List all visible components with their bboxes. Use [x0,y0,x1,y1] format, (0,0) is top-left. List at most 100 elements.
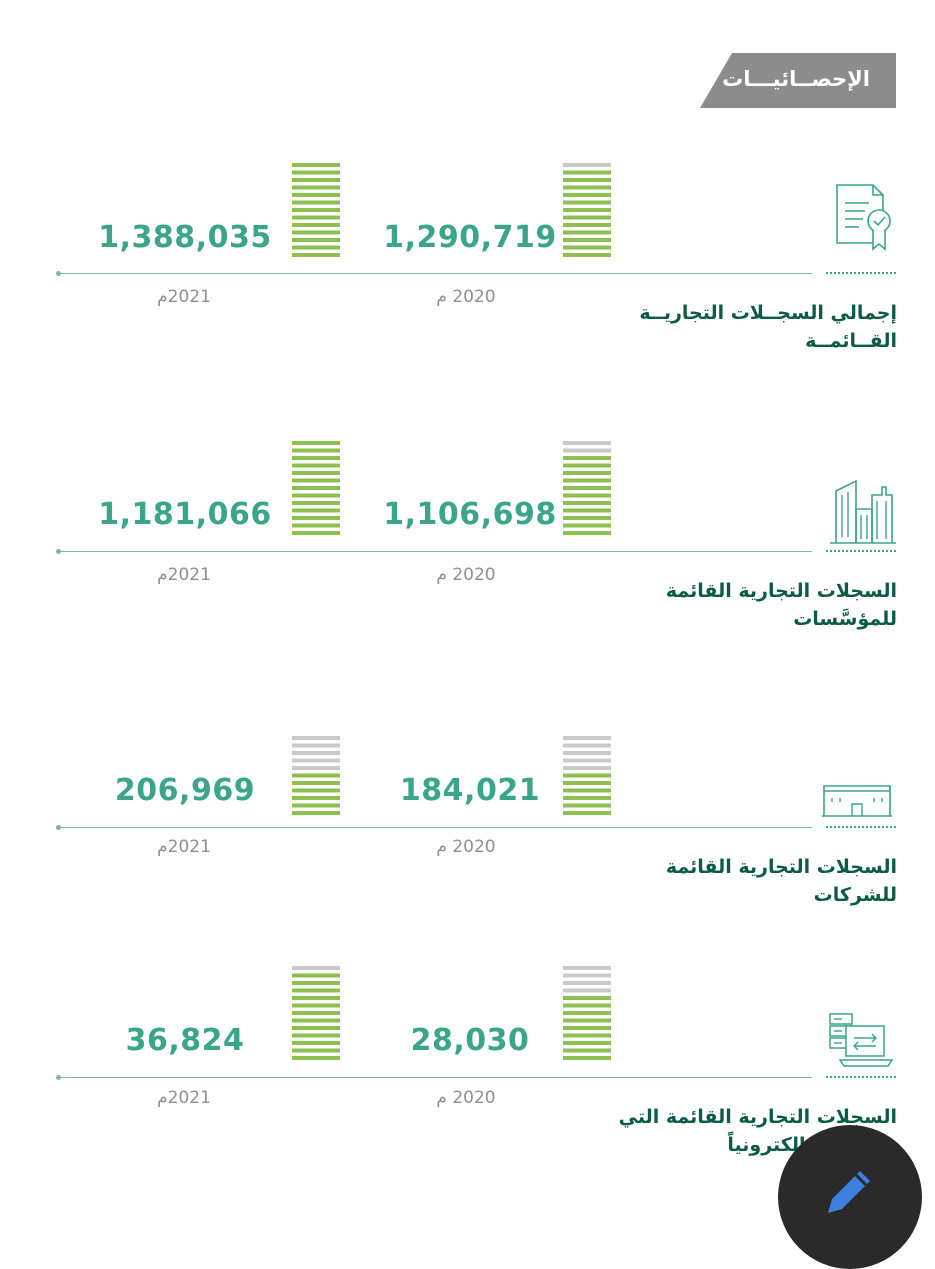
statistics-header-tab: الإحصــائيـــات [700,53,896,108]
bar-2020 [563,736,611,815]
bar-stripe [292,215,340,220]
bar-stripe [563,1003,611,1008]
bar-2021 [292,966,340,1060]
bar-stripe [292,516,340,520]
bar-stripe [292,208,340,212]
bar-stripe [563,456,611,460]
bar-stripe [563,751,611,755]
value-2020: 1,290,719 [383,220,557,255]
value-2021: 36,824 [125,1023,245,1058]
bar-stripe [563,230,611,235]
bar-stripe [563,441,611,445]
bar-stripe [292,803,340,808]
company-building-icon [822,785,892,817]
bar-2021 [292,441,340,535]
bar-stripe [292,1003,340,1008]
bar-stripe [292,441,340,445]
bar-stripe [563,811,611,815]
bar-stripe [563,966,611,970]
value-2020: 28,030 [410,1023,530,1058]
buildings-icon [830,479,896,544]
bar-stripe [292,508,340,513]
bar-stripe [292,811,340,815]
bar-stripe [292,200,340,205]
bar-stripe [563,523,611,528]
dotted-divider [826,826,896,828]
bar-stripe [563,501,611,505]
bar-stripe [292,523,340,528]
bar-2021 [292,736,340,815]
bar-stripe [563,973,611,978]
axis-line [58,551,812,552]
bar-stripe [563,185,611,190]
bar-stripe [292,531,340,535]
server-laptop-icon [829,1013,894,1067]
bar-stripe [292,163,340,167]
bar-stripe [292,193,340,197]
bar-stripe [292,170,340,175]
bar-stripe [563,253,611,257]
bar-stripe [563,208,611,212]
bar-stripe [292,463,340,468]
bar-stripe [292,981,340,985]
bar-stripe [563,1018,611,1023]
axis-line [58,827,812,828]
bar-stripe [292,1056,340,1060]
bar-stripe [563,215,611,220]
dotted-divider [826,272,896,274]
bar-stripe [563,773,611,778]
bar-stripe [563,981,611,985]
bar-stripe [563,163,611,167]
bar-stripe [563,238,611,242]
bar-stripe [292,781,340,785]
bar-stripe [563,1026,611,1030]
bar-stripe [563,781,611,785]
bar-stripe [292,766,340,770]
value-2021: 1,388,035 [98,220,272,255]
bar-stripe [563,493,611,498]
bar-stripe [563,1048,611,1053]
bar-stripe [292,988,340,993]
bar-stripe [563,531,611,535]
value-2020: 1,106,698 [383,497,557,532]
bar-stripe [563,471,611,475]
bar-stripe [292,1041,340,1045]
bar-stripe [292,486,340,490]
bar-stripe [292,1026,340,1030]
bar-stripe [292,456,340,460]
bar-stripe [563,1033,611,1038]
year-label-2021: 2021م [157,1088,211,1108]
axis-line [58,1077,812,1078]
edit-fab-button[interactable] [778,1125,922,1269]
bar-stripe [292,448,340,453]
bar-stripe [563,508,611,513]
value-2021: 206,969 [114,773,256,808]
bar-stripe [563,223,611,227]
bar-stripe [563,788,611,793]
bar-stripe [563,766,611,770]
year-label-2021: 2021م [157,565,211,585]
bar-stripe [292,1018,340,1023]
bar-stripe [563,743,611,748]
value-2021: 1,181,066 [98,497,272,532]
bar-stripe [292,253,340,257]
value-2020: 184,021 [399,773,541,808]
bar-stripe [292,230,340,235]
bar-stripe [563,200,611,205]
bar-stripe [292,796,340,800]
bar-stripe [563,1011,611,1015]
bar-stripe [563,988,611,993]
bar-stripe [292,1048,340,1053]
bar-stripe [292,1011,340,1015]
statistics-header-title: الإحصــائيـــات [722,67,870,91]
bar-stripe [292,788,340,793]
bar-stripe [563,245,611,250]
bar-stripe [563,796,611,800]
certificate-icon [836,184,891,251]
year-label-2021: 2021م [157,287,211,307]
bar-stripe [563,486,611,490]
dotted-divider [826,1076,896,1078]
bar-stripe [292,758,340,763]
year-label-2021: 2021م [157,837,211,857]
bar-stripe [292,471,340,475]
